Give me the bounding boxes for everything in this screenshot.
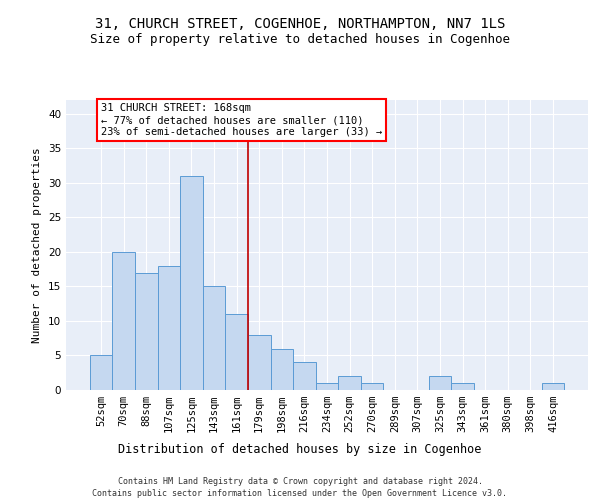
Text: Contains HM Land Registry data © Crown copyright and database right 2024.: Contains HM Land Registry data © Crown c… [118,478,482,486]
Text: 31, CHURCH STREET, COGENHOE, NORTHAMPTON, NN7 1LS: 31, CHURCH STREET, COGENHOE, NORTHAMPTON… [95,18,505,32]
Bar [451,383,474,390]
Bar [293,362,316,390]
Bar [135,272,158,390]
Bar [203,286,226,390]
Text: Size of property relative to detached houses in Cogenhoe: Size of property relative to detached ho… [90,32,510,46]
Bar [542,383,564,390]
Bar [361,383,383,390]
Bar [112,252,135,390]
Text: Contains public sector information licensed under the Open Government Licence v3: Contains public sector information licen… [92,489,508,498]
Bar [90,356,112,390]
Bar [271,348,293,390]
Text: Distribution of detached houses by size in Cogenhoe: Distribution of detached houses by size … [118,442,482,456]
Bar [428,376,451,390]
Bar [338,376,361,390]
Bar [248,335,271,390]
Y-axis label: Number of detached properties: Number of detached properties [32,147,43,343]
Bar [226,314,248,390]
Text: 31 CHURCH STREET: 168sqm
← 77% of detached houses are smaller (110)
23% of semi-: 31 CHURCH STREET: 168sqm ← 77% of detach… [101,104,382,136]
Bar [316,383,338,390]
Bar [180,176,203,390]
Bar [158,266,180,390]
